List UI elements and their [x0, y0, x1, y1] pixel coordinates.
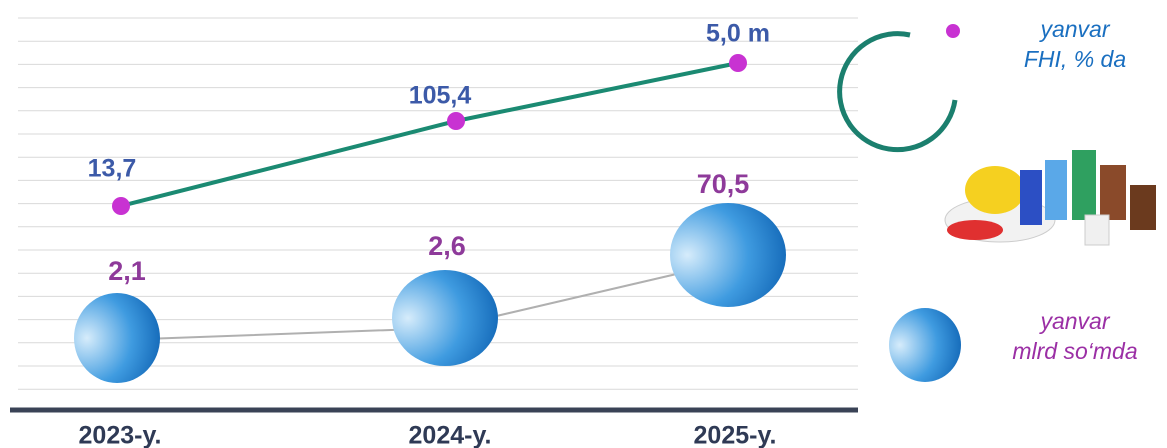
bubble: [392, 270, 498, 366]
data-label: 5,0 m: [706, 20, 770, 48]
bubble: [670, 203, 786, 307]
data-label: 105,4: [409, 82, 472, 110]
x-tick-label: 2025-y.: [694, 422, 777, 448]
data-label: 2,1: [108, 256, 146, 286]
x-tick-label: 2024-y.: [409, 422, 492, 448]
data-label: 2,6: [428, 231, 466, 261]
legend-arc: [837, 31, 958, 153]
legend-entry: yanvar FHI, % da: [1023, 16, 1127, 72]
bubble: [74, 293, 160, 383]
marker: [112, 197, 130, 215]
data-label: 13,7: [88, 155, 137, 183]
legend-marker: [946, 24, 960, 38]
legend-entry: yanvar mlrd so‘mda: [1012, 308, 1138, 364]
legend-bubble: [889, 308, 961, 382]
marker: [447, 112, 465, 130]
marker: [729, 54, 747, 72]
data-label: 70,5: [697, 169, 750, 199]
x-tick-label: 2023-y.: [79, 422, 162, 448]
plastic-ware-picture: [944, 150, 1156, 246]
